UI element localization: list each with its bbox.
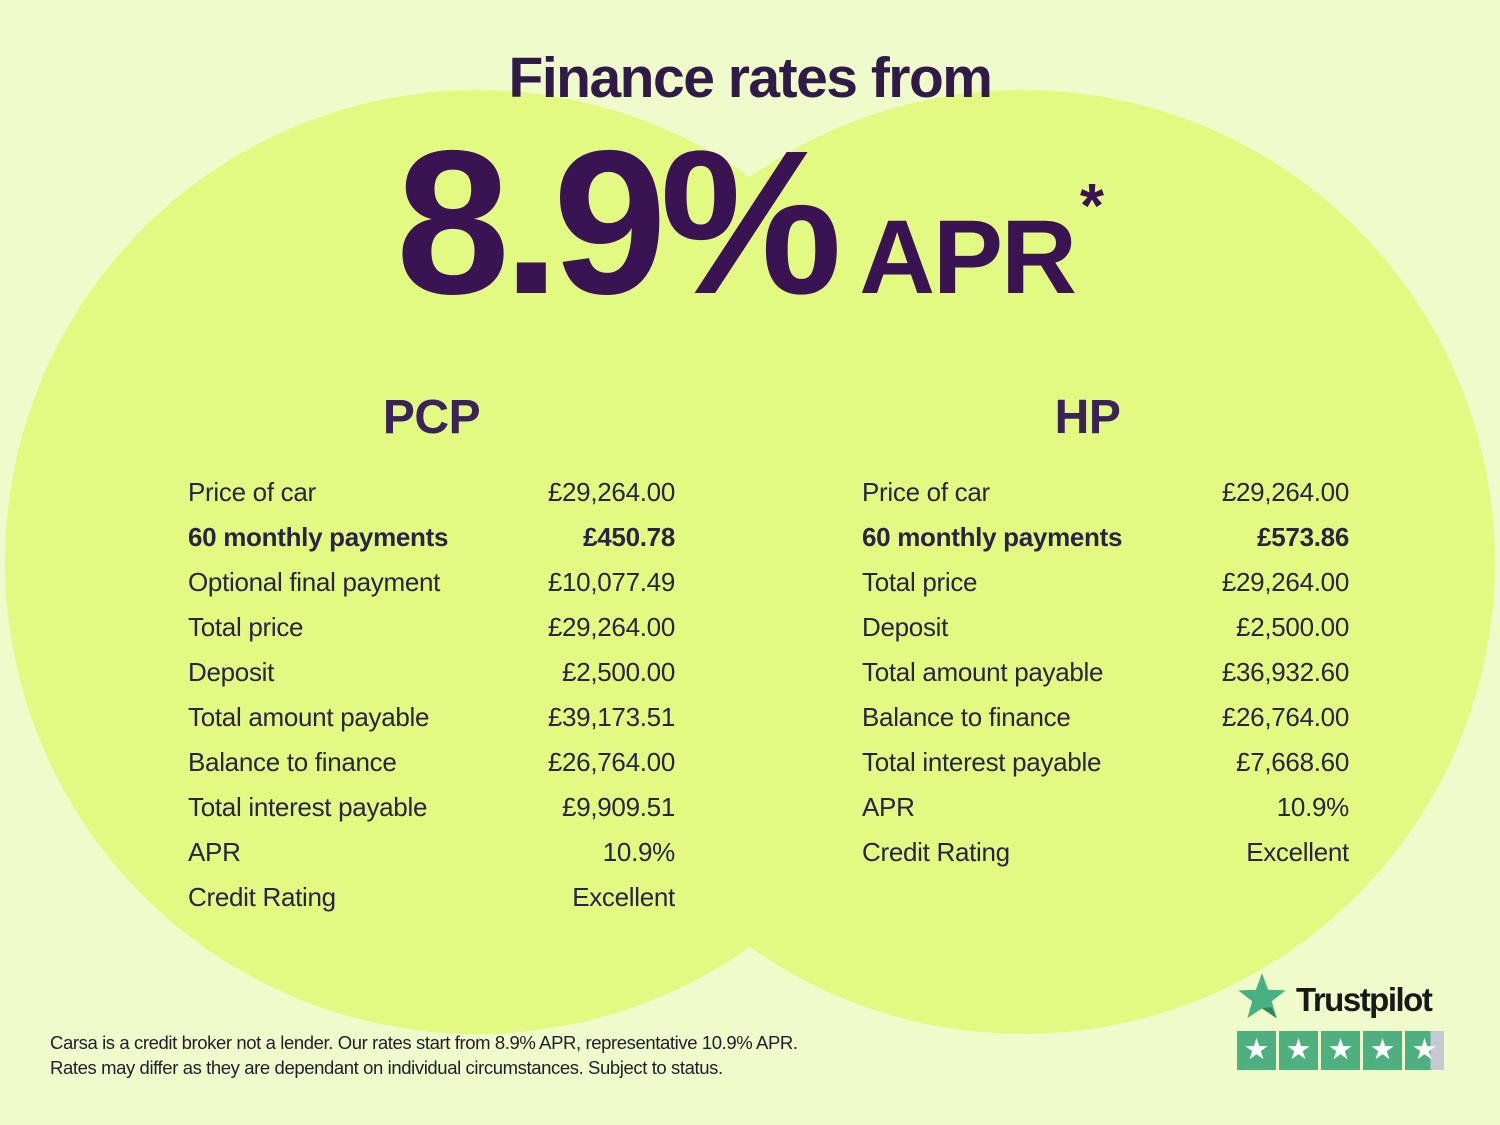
star-icon: ★ — [1285, 1034, 1312, 1066]
disclaimer: Carsa is a credit broker not a lender. O… — [50, 1030, 798, 1080]
hp-section: HP Price of car £29,264.00 60 monthly paym… — [862, 394, 1349, 875]
table-row: 60 monthly payments £450.78 — [188, 515, 675, 560]
row-label: Deposit — [862, 612, 949, 642]
row-value: £9,909.51 — [562, 792, 675, 822]
headline-rate: 8.9% — [395, 108, 842, 337]
table-row: Total amount payable £36,932.60 — [862, 650, 1349, 695]
hp-table: Price of car £29,264.00 60 monthly payment… — [862, 470, 1349, 875]
row-label: Optional final payment — [188, 567, 441, 597]
row-label: APR — [188, 837, 241, 867]
row-value: £7,668.60 — [1236, 747, 1349, 777]
row-value: Excellent — [572, 882, 675, 912]
row-value: £36,932.60 — [1221, 657, 1349, 687]
row-value: Excellent — [1246, 837, 1349, 867]
row-value: £29,264.00 — [1221, 477, 1349, 507]
background-circle-right — [551, 90, 1495, 1034]
trustpilot-wordmark: Trustpilot — [1296, 981, 1433, 1018]
table-row: Credit Rating Excellent — [188, 875, 675, 920]
rating-star-box: ★ — [1321, 1031, 1360, 1070]
hp-title: HP — [1054, 391, 1121, 444]
rating-star-box: ★ — [1237, 1031, 1276, 1070]
trustpilot-widget: Trustpilot ★ ★ ★ ★ ★ — [1237, 972, 1444, 1070]
row-value: £573.86 — [1257, 522, 1349, 552]
row-value: £10,077.49 — [547, 567, 675, 597]
row-label: Balance to finance — [862, 702, 1071, 732]
row-label: Total price — [862, 567, 978, 597]
star-icon: ★ — [1369, 1034, 1396, 1066]
star-icon: ★ — [1411, 1034, 1438, 1066]
table-row: Total price £29,264.00 — [862, 560, 1349, 605]
table-row: Optional final payment £10,077.49 — [188, 560, 675, 605]
row-label: Credit Rating — [188, 882, 336, 912]
table-row: Total price £29,264.00 — [188, 605, 675, 650]
star-icon: ★ — [1327, 1034, 1354, 1066]
row-label: Total amount payable — [188, 702, 430, 732]
disclaimer-line-2: Rates may differ as they are dependant o… — [50, 1057, 723, 1078]
row-label: Price of car — [188, 477, 316, 507]
trustpilot-rating-stars: ★ ★ ★ ★ ★ — [1237, 1031, 1444, 1070]
table-row: Price of car £29,264.00 — [862, 470, 1349, 515]
trustpilot-star-icon — [1238, 973, 1286, 1019]
table-row: Deposit £2,500.00 — [862, 605, 1349, 650]
row-value: £39,173.51 — [547, 702, 675, 732]
pcp-table: Price of car £29,264.00 60 monthly payment… — [188, 470, 675, 920]
row-label: Credit Rating — [862, 837, 1010, 867]
row-value: £450.78 — [583, 522, 675, 552]
row-label: Total price — [188, 612, 304, 642]
table-row: Price of car £29,264.00 — [188, 470, 675, 515]
disclaimer-line-1: Carsa is a credit broker not a lender. O… — [50, 1032, 798, 1053]
table-row: Deposit £2,500.00 — [188, 650, 675, 695]
table-row: Balance to finance £26,764.00 — [188, 740, 675, 785]
pcp-section: PCP Price of car £29,264.00 60 monthly pay… — [188, 391, 675, 920]
page-title: Finance rates from — [508, 46, 994, 110]
headline: 8.9% APR * — [0, 108, 1500, 337]
row-label: 60 monthly payments — [862, 522, 1123, 552]
table-row: Credit Rating Excellent — [862, 830, 1349, 875]
table-row: Balance to finance £26,764.00 — [862, 695, 1349, 740]
star-icon: ★ — [1243, 1034, 1270, 1066]
table-row: Total interest payable £9,909.51 — [188, 785, 675, 830]
row-label: Price of car — [862, 477, 990, 507]
table-row: 60 monthly payments £573.86 — [862, 515, 1349, 560]
row-value: £2,500.00 — [1236, 612, 1349, 642]
table-row: Total amount payable £39,173.51 — [188, 695, 675, 740]
row-value: 10.9% — [602, 837, 676, 867]
row-value: £26,764.00 — [547, 747, 675, 777]
row-label: Total amount payable — [862, 657, 1104, 687]
row-label: Total interest payable — [188, 792, 428, 822]
row-value: £26,764.00 — [1221, 702, 1349, 732]
headline-asterisk: * — [1079, 172, 1105, 241]
row-value: £29,264.00 — [1221, 567, 1349, 597]
rating-star-box: ★ — [1279, 1031, 1318, 1070]
row-value: £2,500.00 — [562, 657, 675, 687]
table-row: Total interest payable £7,668.60 — [862, 740, 1349, 785]
row-label: APR — [862, 792, 915, 822]
row-value: 10.9% — [1276, 792, 1350, 822]
row-label: Total interest payable — [862, 747, 1102, 777]
row-value: £29,264.00 — [547, 477, 675, 507]
pcp-title: PCP — [382, 391, 481, 444]
row-label: Deposit — [188, 657, 275, 687]
rating-star-box: ★ — [1405, 1031, 1444, 1070]
row-value: £29,264.00 — [547, 612, 675, 642]
trustpilot-logo: Trustpilot — [1237, 972, 1444, 1022]
table-row: APR 10.9% — [862, 785, 1349, 830]
rating-star-box: ★ — [1363, 1031, 1402, 1070]
table-row: APR 10.9% — [188, 830, 675, 875]
row-label: 60 monthly payments — [188, 522, 449, 552]
row-label: Balance to finance — [188, 747, 397, 777]
headline-apr-label: APR — [859, 199, 1077, 316]
